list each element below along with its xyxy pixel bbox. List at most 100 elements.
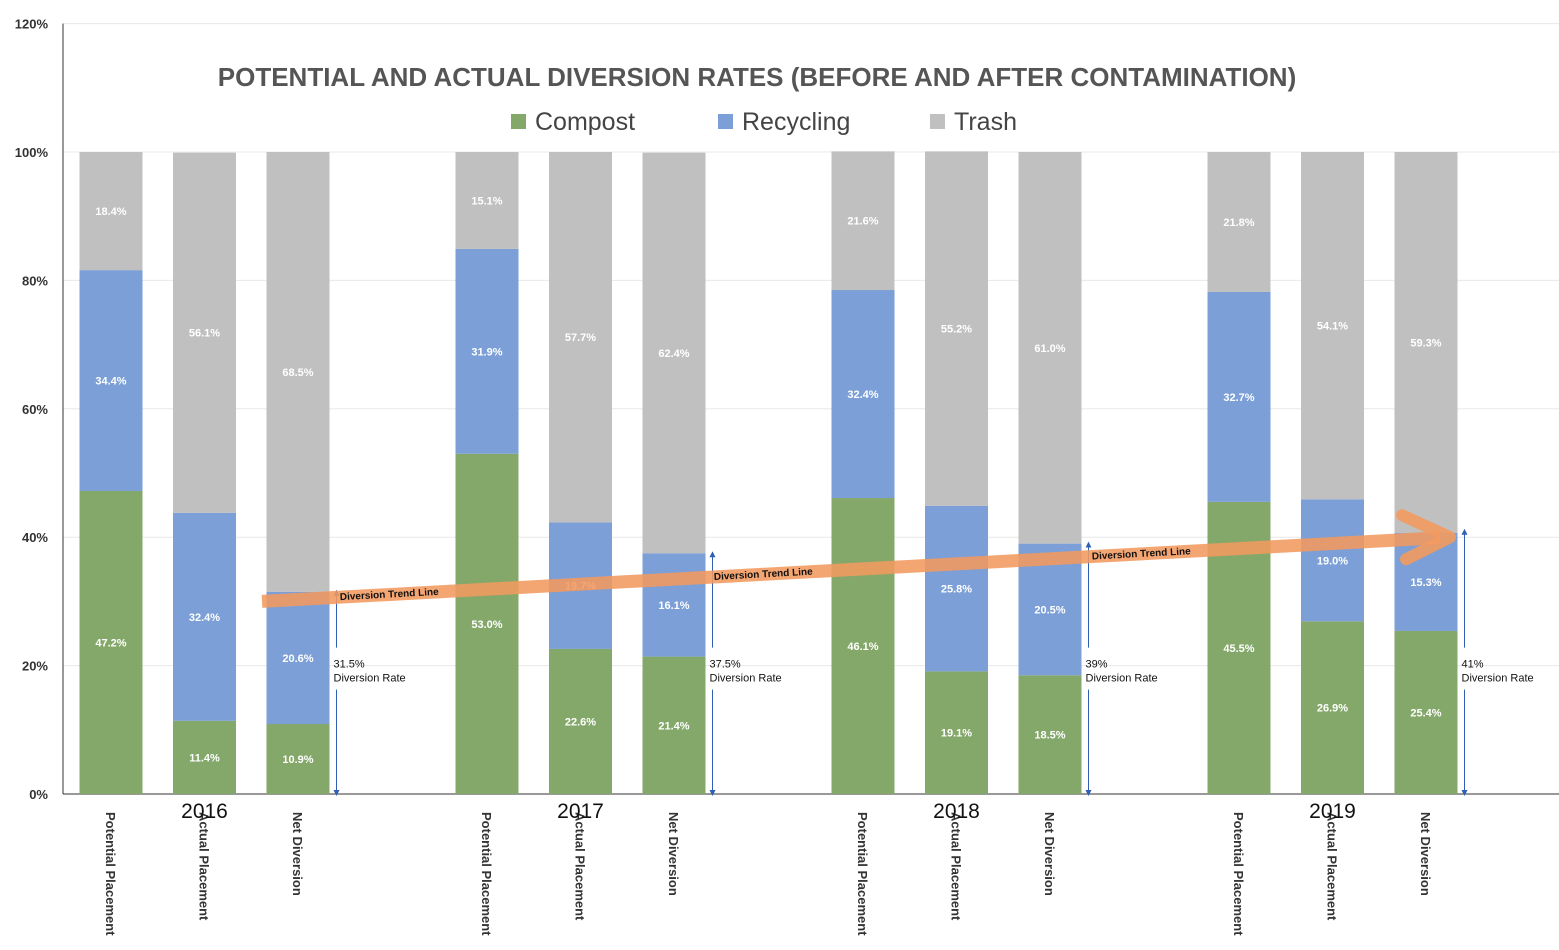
data-label: 32.4% — [847, 389, 878, 401]
bar-segment-recycling — [455, 248, 519, 454]
bar-segment-trash — [831, 151, 895, 291]
data-label: 56.1% — [189, 328, 220, 340]
data-label: 46.1% — [847, 641, 878, 653]
bar-segment-recycling — [831, 290, 895, 499]
data-label: 59.3% — [1410, 337, 1441, 349]
bar-segment-trash — [173, 152, 236, 513]
diversion-rate-value: 39% — [1086, 659, 1108, 671]
bar-segment-trash — [549, 152, 612, 523]
bar-segment-trash — [642, 152, 706, 554]
diversion-rate-value: 37.5% — [710, 659, 741, 671]
data-label: 21.4% — [658, 720, 689, 732]
data-label: 47.2% — [95, 637, 126, 649]
data-label: 18.5% — [1034, 730, 1065, 742]
data-label: 34.4% — [95, 376, 126, 388]
data-label: 31.9% — [471, 346, 502, 358]
x-category-label: Actual Placement — [573, 812, 588, 921]
data-label: 20.6% — [282, 653, 313, 665]
legend-swatch-compost — [511, 114, 526, 129]
diversion-rate-caption: Diversion Rate — [1086, 673, 1158, 685]
x-category-label: Net Diversion — [666, 812, 681, 896]
bar-segment-compost — [642, 656, 706, 794]
bar-segment-compost — [1018, 675, 1082, 794]
bar-segment-recycling — [642, 553, 706, 657]
data-label: 15.3% — [1410, 577, 1441, 589]
data-label: 22.6% — [565, 716, 596, 728]
year-label: 2017 — [557, 800, 604, 823]
x-category-label: Potential Placement — [1231, 812, 1246, 936]
data-label: 32.4% — [189, 612, 220, 624]
bar-segment-recycling — [1207, 291, 1271, 502]
x-category-label: Potential Placement — [103, 812, 118, 936]
bar-segment-trash — [925, 151, 988, 506]
bar-segment-compost — [1301, 621, 1364, 794]
data-label: 15.1% — [471, 195, 502, 207]
chart-title: POTENTIAL AND ACTUAL DIVERSION RATES (BE… — [218, 62, 1297, 92]
data-label: 25.4% — [1410, 707, 1441, 719]
bar-segment-trash — [1207, 152, 1271, 292]
bar-segment-recycling — [266, 591, 330, 725]
diversion-rate-value: 31.5% — [334, 659, 365, 671]
data-label: 19.0% — [1317, 555, 1348, 567]
data-label: 26.9% — [1317, 703, 1348, 715]
year-label: 2016 — [181, 800, 228, 823]
y-tick-label: 120% — [15, 17, 49, 32]
data-label: 21.6% — [847, 216, 878, 228]
bar-segment-compost — [455, 453, 519, 794]
diversion-rate-caption: Diversion Rate — [1462, 673, 1534, 685]
x-category-label: Net Diversion — [1042, 812, 1057, 896]
bar-segment-compost — [266, 724, 330, 794]
bar-segment-recycling — [173, 512, 236, 721]
trend-line — [261, 531, 1441, 608]
bar-segment-compost — [549, 648, 612, 794]
trend-arrow-head — [1396, 509, 1456, 566]
legend-swatch-recycling — [718, 114, 733, 129]
y-tick-label: 0% — [29, 787, 48, 802]
bar-segment-trash — [266, 152, 330, 592]
data-label: 21.8% — [1223, 217, 1254, 229]
legend: Compost Recycling Trash — [511, 108, 1017, 136]
diversion-rate-value: 41% — [1462, 659, 1484, 671]
y-tick-label: 40% — [22, 530, 48, 545]
x-category-label: Net Diversion — [290, 812, 305, 896]
legend-swatch-trash — [930, 114, 945, 129]
bar-segment-compost — [1394, 630, 1458, 794]
trend-line-label: Diversion Trend Line — [1092, 546, 1192, 562]
bar-segment-compost — [831, 498, 895, 794]
bar-segment-recycling — [79, 270, 143, 491]
bar-segment-compost — [925, 671, 988, 794]
bar-segment-trash — [1301, 152, 1364, 500]
x-category-label: Potential Placement — [479, 812, 494, 936]
data-label: 57.7% — [565, 332, 596, 344]
legend-label-recycling: Recycling — [742, 108, 850, 136]
bar-segment-trash — [1018, 152, 1082, 544]
bar-segment-trash — [455, 152, 519, 249]
y-tick-label: 100% — [15, 145, 49, 160]
data-label: 16.1% — [658, 600, 689, 612]
y-tick-label: 20% — [22, 659, 48, 674]
data-label: 54.1% — [1317, 321, 1348, 333]
year-label: 2018 — [933, 800, 980, 823]
data-label: 68.5% — [282, 367, 313, 379]
bar-segment-compost — [173, 720, 236, 794]
data-label: 32.7% — [1223, 392, 1254, 404]
x-category-label: Net Diversion — [1418, 812, 1433, 896]
data-label: 19.1% — [941, 728, 972, 740]
data-label: 18.4% — [95, 206, 126, 218]
diversion-rate-caption: Diversion Rate — [334, 673, 406, 685]
y-tick-label: 60% — [22, 402, 48, 417]
data-label: 10.9% — [282, 754, 313, 766]
x-category-label: Actual Placement — [949, 812, 964, 921]
legend-label-compost: Compost — [535, 108, 635, 136]
y-tick-label: 80% — [22, 273, 48, 288]
data-label: 11.4% — [189, 752, 220, 764]
trend-line-label: Diversion Trend Line — [714, 567, 814, 583]
bar-segment-recycling — [925, 505, 988, 672]
legend-label-trash: Trash — [954, 108, 1017, 136]
bar-segment-compost — [79, 490, 143, 794]
bar-segment-trash — [1394, 152, 1458, 533]
year-label: 2019 — [1309, 800, 1356, 823]
data-label: 62.4% — [658, 348, 689, 360]
data-label: 20.5% — [1034, 604, 1065, 616]
